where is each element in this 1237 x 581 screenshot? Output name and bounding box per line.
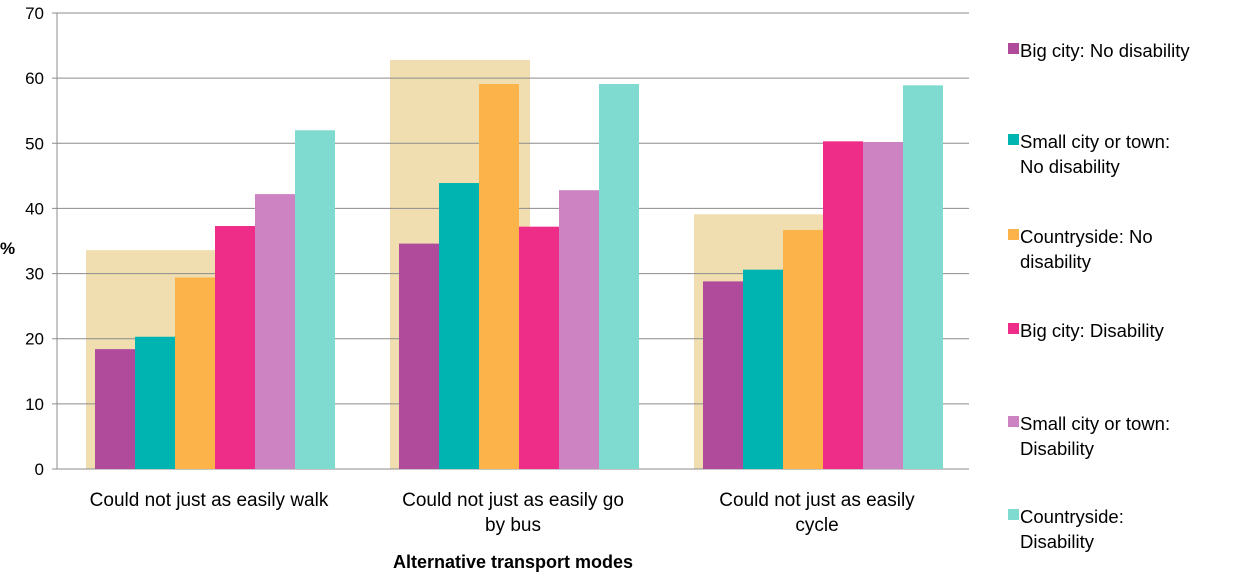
legend-label: Disability (1020, 438, 1095, 459)
legend-swatch (1008, 323, 1019, 334)
y-tick-label: 0 (35, 460, 44, 479)
legend-swatch (1008, 509, 1019, 520)
bar (559, 190, 599, 469)
legend-label: Big city: Disability (1020, 320, 1165, 341)
bar (255, 194, 295, 469)
bar (703, 281, 743, 469)
y-tick-label: 40 (25, 199, 44, 218)
legend-swatch (1008, 43, 1019, 54)
bar (95, 349, 135, 469)
bar (903, 85, 943, 470)
legend-label: Small city or town: (1020, 131, 1170, 152)
legend-label: Countryside: (1020, 506, 1124, 527)
y-axis-title: % (0, 239, 15, 258)
y-tick-label: 30 (25, 265, 44, 284)
legend-swatch (1008, 416, 1019, 427)
legend-label: Big city: No disability (1020, 40, 1190, 61)
y-tick-label: 10 (25, 395, 44, 414)
bar (599, 84, 639, 470)
bar (215, 226, 255, 469)
legend-label: disability (1020, 251, 1092, 272)
y-tick-label: 70 (25, 4, 44, 23)
x-category-label: Could not just as easily (719, 490, 915, 511)
legend-label: Countryside: No (1020, 226, 1153, 247)
bar (175, 277, 215, 469)
bar (783, 229, 823, 469)
x-axis-title: Alternative transport modes (393, 552, 633, 572)
bar (863, 141, 903, 470)
legend-label: Small city or town: (1020, 413, 1170, 434)
y-tick-label: 50 (25, 134, 44, 153)
bar (399, 243, 439, 469)
bar (295, 130, 335, 469)
bar (439, 183, 479, 469)
bar (479, 84, 519, 470)
x-category-label: cycle (795, 515, 838, 536)
legend-swatch (1008, 229, 1019, 240)
bar (823, 141, 863, 469)
bar (135, 336, 175, 469)
legend-swatch (1008, 134, 1019, 145)
x-category-label: Could not just as easily go (402, 490, 624, 511)
x-category-label: by bus (485, 515, 541, 536)
x-category-label: Could not just as easily walk (90, 490, 329, 511)
y-tick-label: 60 (25, 69, 44, 88)
y-tick-label: 20 (25, 330, 44, 349)
bar (519, 226, 559, 469)
bar (743, 269, 783, 469)
legend-label: Disability (1020, 531, 1095, 552)
legend-label: No disability (1020, 156, 1120, 177)
